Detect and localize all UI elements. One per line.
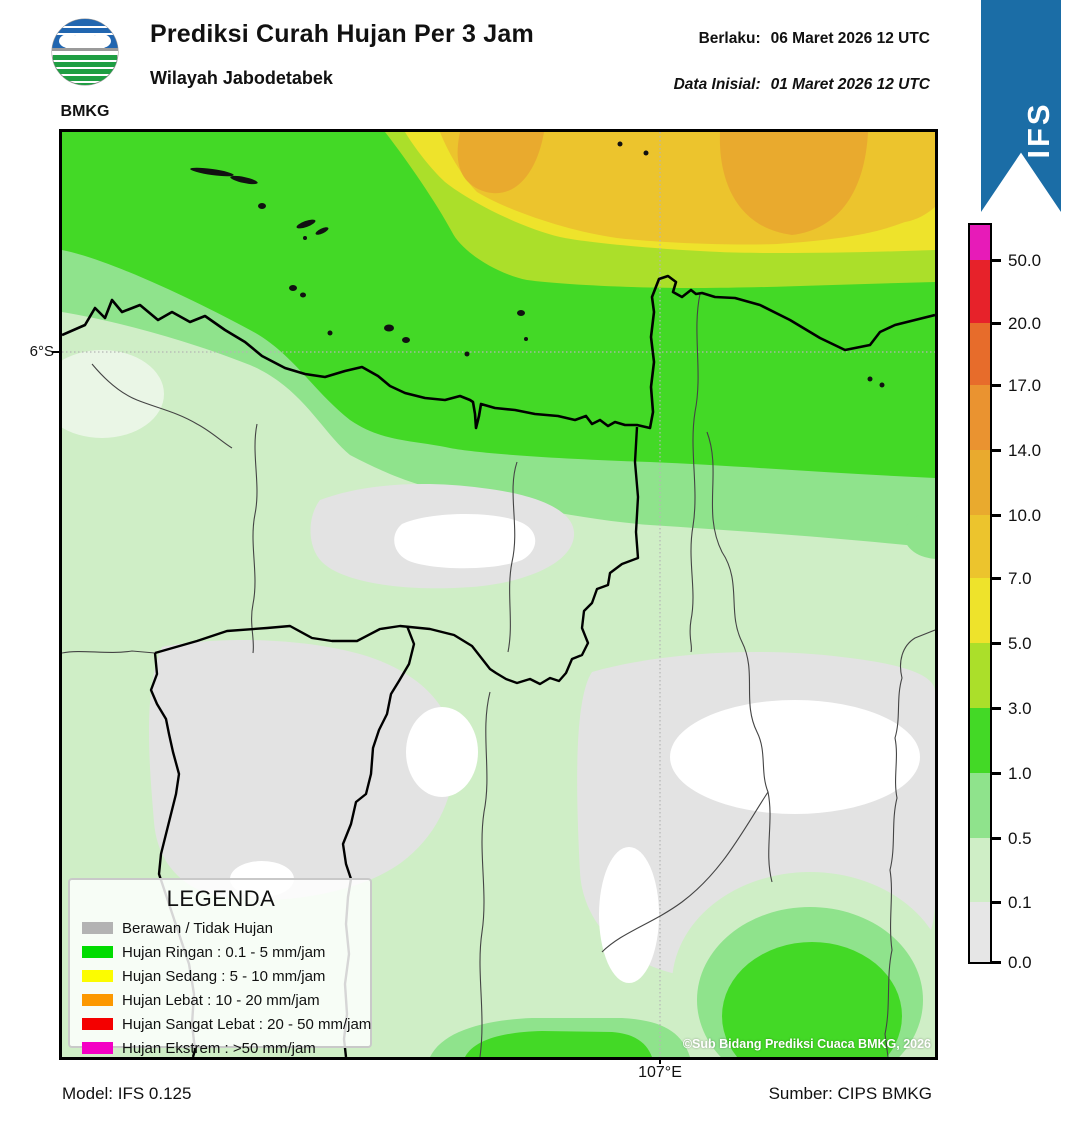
map-canvas — [62, 132, 935, 1057]
no-rain-core-southeast-a — [670, 700, 920, 814]
colorbar-tick — [992, 259, 1001, 262]
rain-band-amber-east — [719, 132, 868, 235]
colorbar-segment-red — [970, 260, 990, 323]
init-value: 01 Maret 2026 12 UTC — [770, 76, 930, 93]
colorbar-tick-label: 14.0 — [1008, 441, 1042, 460]
colorbar-tick — [992, 772, 1001, 775]
colorbar-segment-pale — [970, 838, 990, 902]
colorbar-tick-label: 10.0 — [1008, 506, 1042, 525]
colorbar-segment-gold — [970, 515, 990, 578]
legend-item: Hujan Ekstrem : >50 mm/jam — [82, 1036, 360, 1060]
bmkg-logo-icon: BMKG — [51, 18, 119, 120]
colorbar-tick-label: 20.0 — [1008, 314, 1042, 333]
colorbar-segment-medium — [970, 773, 990, 838]
map-copyright: ©Sub Bidang Prediksi Cuaca BMKG, 2026 — [682, 1037, 931, 1051]
valid-value: 06 Maret 2026 12 UTC — [770, 30, 930, 47]
footer-source: Sumber: CIPS BMKG — [768, 1084, 932, 1103]
colorbar-segment-bright — [970, 708, 990, 773]
legend-swatch — [82, 946, 113, 958]
ifs-ribbon: IFS — [981, 0, 1061, 212]
page-subtitle: Wilayah Jabodetabek — [150, 68, 333, 88]
no-rain-core-southwest-a — [406, 707, 478, 797]
colorbar-tick-label: 3.0 — [1008, 699, 1032, 718]
legend-swatch — [82, 1018, 113, 1030]
colorbar-tick-label: 0.0 — [1008, 953, 1032, 972]
colorbar-tick — [992, 449, 1001, 452]
rain-band-amber-west — [457, 132, 544, 194]
legend-box: LEGENDA Berawan / Tidak Hujan Hujan Ringa… — [68, 878, 372, 1057]
colorbar-segment-dorange — [970, 323, 990, 385]
colorbar-tick-label: 5.0 — [1008, 634, 1032, 653]
no-rain-core-southeast-b — [599, 847, 659, 983]
legend-item: Hujan Sangat Lebat : 20 - 50 mm/jam — [82, 1012, 371, 1036]
lat-axis-tick — [52, 351, 59, 353]
colorbar-segment-gray0 — [970, 902, 990, 962]
legend-swatch — [82, 970, 113, 982]
colorbar-tick — [992, 642, 1001, 645]
init-datetime: Data Inisial: 01 Maret 2026 12 UTC — [674, 76, 930, 94]
ribbon-label: IFS — [1021, 101, 1056, 159]
colorbar — [968, 223, 992, 964]
lon-axis-label: 107°E — [638, 1064, 682, 1081]
colorbar-segment-yellow — [970, 578, 990, 643]
legend-item-label: Hujan Ekstrem : >50 mm/jam — [122, 1039, 316, 1057]
page-title: Prediksi Curah Hujan Per 3 Jam — [150, 20, 534, 48]
colorbar-segment-magenta — [970, 225, 990, 260]
colorbar-tick — [992, 514, 1001, 517]
legend-item: Hujan Sedang : 5 - 10 mm/jam — [82, 964, 360, 988]
colorbar-tick — [992, 322, 1001, 325]
dry-coastal-patch — [62, 350, 164, 438]
footer-model: Model: IFS 0.125 — [62, 1084, 192, 1103]
init-label: Data Inisial: — [673, 76, 761, 93]
colorbar-tick-label: 0.5 — [1008, 829, 1032, 848]
rain-blob-east-edge — [904, 511, 935, 559]
legend-item: Hujan Lebat : 10 - 20 mm/jam — [82, 988, 360, 1012]
legend-item-label: Hujan Sedang : 5 - 10 mm/jam — [122, 967, 326, 985]
colorbar-tick — [992, 577, 1001, 580]
lat-axis-label: 6°S — [29, 343, 54, 360]
rain-strip-bottom-bright — [465, 1031, 652, 1057]
colorbar-tick — [992, 837, 1001, 840]
no-rain-core-central — [394, 513, 536, 569]
colorbar-segment-ygreen — [970, 643, 990, 708]
colorbar-tick-label: 50.0 — [1008, 251, 1042, 270]
legend-item-label: Hujan Sangat Lebat : 20 - 50 mm/jam — [122, 1015, 372, 1033]
lon-axis-tick — [659, 1057, 661, 1064]
colorbar-tick — [992, 707, 1001, 710]
colorbar-tick-label: 0.1 — [1008, 893, 1032, 912]
svg-text:BMKG: BMKG — [61, 103, 110, 120]
legend-title: LEGENDA — [166, 886, 276, 911]
no-rain-area-southwest — [149, 640, 455, 901]
legend-swatch — [82, 994, 113, 1006]
bmkg-logo: BMKG — [49, 16, 121, 120]
colorbar-segment-amber — [970, 450, 990, 515]
colorbar-ticks: 50.0 20.0 17.0 14.0 10.0 7.0 5.0 3.0 1.0 0.5 0.1 0.… — [968, 223, 1068, 972]
admin-boundaries-thin — [62, 293, 935, 1057]
legend-item-label: Hujan Ringan : 0.1 - 5 mm/jam — [122, 943, 326, 961]
valid-datetime: Berlaku: 06 Maret 2026 12 UTC — [699, 30, 930, 48]
legend-item-label: Berawan / Tidak Hujan — [122, 919, 273, 937]
legend-swatch — [82, 922, 113, 934]
colorbar-segment-orange — [970, 385, 990, 450]
precipitation-map: LEGENDA Berawan / Tidak Hujan Hujan Ringa… — [59, 129, 938, 1060]
legend-items: Berawan / Tidak Hujan Hujan Ringan : 0.1 … — [82, 916, 371, 1060]
colorbar-tick-label: 7.0 — [1008, 569, 1032, 588]
islands — [190, 141, 885, 388]
colorbar-tick-label: 1.0 — [1008, 764, 1032, 783]
valid-label: Berlaku: — [698, 30, 761, 47]
legend-item: Berawan / Tidak Hujan — [82, 916, 360, 940]
colorbar-tick — [992, 901, 1001, 904]
legend-swatch — [82, 1042, 113, 1054]
rain-dome-bright — [722, 942, 902, 1057]
colorbar-tick — [992, 384, 1001, 387]
colorbar-tick-label: 17.0 — [1008, 376, 1042, 395]
legend-item-label: Hujan Lebat : 10 - 20 mm/jam — [122, 991, 320, 1009]
coastline — [62, 274, 935, 430]
colorbar-tick — [992, 961, 1001, 964]
legend-item: Hujan Ringan : 0.1 - 5 mm/jam — [82, 940, 360, 964]
